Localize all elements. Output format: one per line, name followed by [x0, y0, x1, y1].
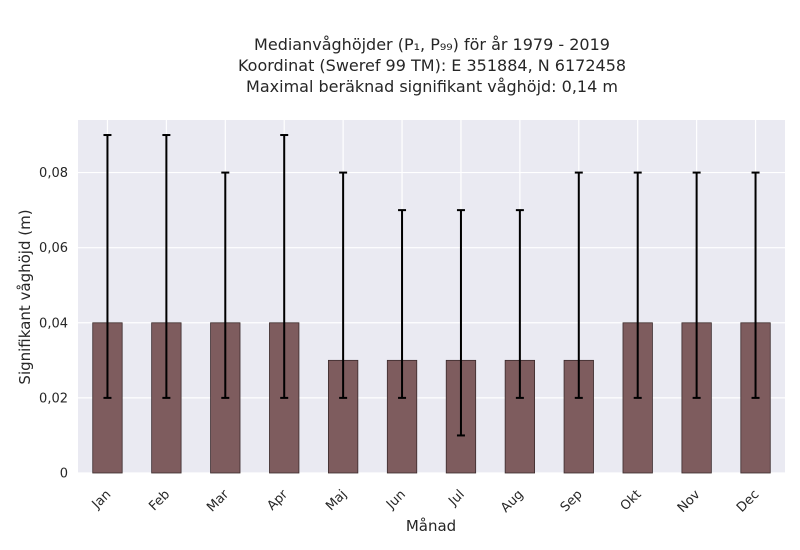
x-axis-ticks: Jan Feb Mar Apr Maj Jun Jul Aug Sep Okt Nov Dec	[89, 487, 763, 516]
x-tick-label: Jul	[445, 487, 467, 509]
x-tick-label: Sep	[558, 487, 586, 515]
error-bar-nov	[692, 171, 701, 399]
error-bar-feb	[162, 134, 171, 399]
error-bar-jul	[456, 209, 465, 437]
error-bars	[103, 134, 760, 437]
x-tick-label: Jan	[89, 487, 114, 512]
y-tick-label: 0,02	[39, 391, 68, 406]
error-bar-aug	[515, 209, 524, 399]
chart-title: Medianvåghöjder (P₁, P₉₉) för år 1979 - …	[0, 34, 800, 97]
x-axis-label: Månad	[406, 517, 456, 535]
error-bar-jun	[398, 209, 407, 399]
x-tick-label: Dec	[734, 487, 762, 515]
x-tick-label: Apr	[265, 487, 292, 514]
x-tick-label: Aug	[498, 487, 527, 516]
error-bar-apr	[280, 134, 289, 399]
chart-title-line-2: Koordinat (Sweref 99 TM): E 351884, N 61…	[237, 56, 627, 75]
error-bar-jan	[103, 134, 112, 399]
y-tick-label: 0	[60, 467, 68, 482]
error-bar-dec	[751, 171, 760, 399]
error-bar-okt	[633, 171, 642, 399]
chart-title-line-3: Maximal beräknad signifikant våghöjd: 0,…	[246, 77, 618, 96]
y-axis-label: Signifikant våghöjd (m)	[16, 209, 34, 384]
y-tick-label: 0,08	[39, 166, 68, 181]
error-bar-mar	[221, 171, 230, 399]
x-tick-label: Mar	[204, 487, 232, 515]
chart-title-line-1: Medianvåghöjder (P₁, P₉₉) för år 1979 - …	[254, 35, 610, 54]
x-tick-label: Okt	[618, 487, 645, 514]
y-tick-label: 0,06	[39, 241, 68, 256]
x-tick-label: Jun	[383, 487, 409, 513]
x-tick-label: Feb	[146, 487, 173, 514]
y-axis-ticks: 0 0,02 0,04 0,06 0,08	[39, 166, 68, 481]
error-bar-maj	[339, 171, 348, 399]
x-tick-label: Nov	[675, 487, 704, 516]
x-tick-label: Maj	[323, 487, 350, 514]
plot-area	[78, 120, 785, 473]
error-bar-sep	[574, 171, 583, 399]
y-tick-label: 0,04	[39, 316, 68, 331]
